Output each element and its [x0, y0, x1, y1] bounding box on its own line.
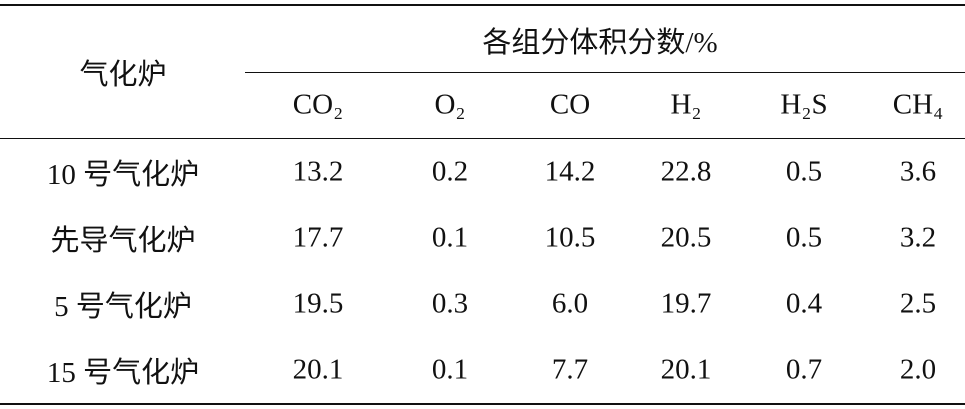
group-header: 各组分体积分数/% — [482, 27, 718, 59]
row-label: 5 号气化炉 — [54, 291, 192, 323]
table-cell: 2.0 — [899, 353, 937, 386]
table-cell: 0.5 — [785, 155, 823, 188]
table-cell: 3.6 — [899, 155, 937, 188]
header-rule — [0, 138, 965, 139]
table-cell: 0.7 — [785, 353, 823, 386]
table-cell: 6.0 — [551, 287, 589, 320]
column-header: CH₄ — [892, 88, 944, 121]
group-rule — [245, 72, 965, 73]
row-label: 15 号气化炉 — [46, 357, 200, 389]
table-cell: 2.5 — [899, 287, 937, 320]
table-cell: 0.1 — [431, 353, 469, 386]
top-rule — [0, 4, 965, 6]
table-cell: 17.7 — [292, 221, 344, 254]
table-cell: 20.5 — [660, 221, 712, 254]
table-cell: 13.2 — [292, 155, 344, 188]
column-header: CO₂ — [292, 88, 344, 121]
table-cell: 0.4 — [785, 287, 823, 320]
table-cell: 0.1 — [431, 221, 469, 254]
row-label: 10 号气化炉 — [46, 159, 200, 191]
table-cell: 14.2 — [544, 155, 596, 188]
column-header: O₂ — [434, 88, 466, 121]
table-cell: 19.5 — [292, 287, 344, 320]
table-cell: 22.8 — [660, 155, 712, 188]
column-header: H₂S — [780, 88, 828, 121]
table-cell: 10.5 — [544, 221, 596, 254]
bottom-rule — [0, 403, 965, 405]
table-cell: 0.3 — [431, 287, 469, 320]
table-cell: 20.1 — [660, 353, 712, 386]
table-cell: 3.2 — [899, 221, 937, 254]
table-cell: 7.7 — [551, 353, 589, 386]
row-label: 先导气化炉 — [50, 225, 196, 257]
table-cell: 0.2 — [431, 155, 469, 188]
row-label-header: 气化炉 — [79, 59, 167, 91]
table-cell: 0.5 — [785, 221, 823, 254]
column-header: CO — [549, 88, 591, 121]
column-header: H₂ — [670, 88, 702, 121]
table-cell: 20.1 — [292, 353, 344, 386]
table-cell: 19.7 — [660, 287, 712, 320]
